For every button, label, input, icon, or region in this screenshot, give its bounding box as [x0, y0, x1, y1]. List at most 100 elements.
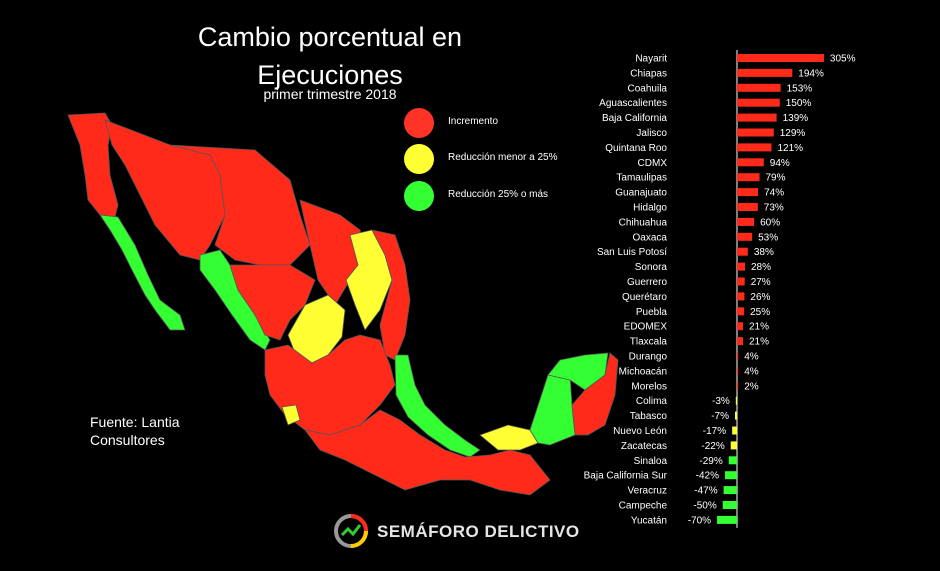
value-label: 305% — [830, 54, 856, 65]
value-label: 153% — [787, 83, 813, 94]
bar-28 — [725, 471, 737, 480]
bar-8 — [737, 173, 760, 182]
map-region-sinaloa — [199, 249, 271, 351]
value-label: -22% — [701, 441, 724, 452]
bar-11 — [737, 217, 755, 226]
traffic-light-logo-icon — [334, 514, 368, 548]
value-label: 150% — [786, 98, 812, 109]
value-label: 74% — [764, 188, 784, 199]
source-line-2: Consultores — [90, 432, 165, 448]
category-label: Tabasco — [630, 411, 668, 422]
value-label: 25% — [750, 307, 770, 318]
source-note: Fuente: Lantia Consultores — [90, 413, 220, 449]
value-label: -47% — [694, 486, 717, 497]
map-region-south — [304, 409, 551, 496]
category-label: Colima — [636, 396, 668, 407]
value-label: -3% — [712, 396, 730, 407]
map-region-yucatan — [547, 352, 609, 391]
source-line-1: Fuente: Lantia — [90, 414, 180, 430]
value-label: 38% — [754, 247, 774, 258]
bar-1 — [737, 68, 793, 77]
value-label: 53% — [758, 232, 778, 243]
map-region-veracruz — [394, 354, 481, 458]
chart-title: Cambio porcentual en Ejecuciones — [150, 18, 510, 94]
category-label: Morelos — [631, 381, 667, 392]
bar-29 — [723, 486, 737, 495]
bar-7 — [737, 158, 764, 167]
legend-item-large-reduction: Reducción 25% o más — [404, 181, 624, 211]
title-line-1: Cambio porcentual en — [197, 22, 463, 52]
legend-item-increase: Incremento — [404, 108, 624, 138]
value-label: 121% — [777, 143, 803, 154]
value-label: -7% — [711, 411, 729, 422]
category-label: EDOMEX — [624, 322, 668, 333]
bar-4 — [737, 113, 777, 122]
chart-subtitle: primer trimestre 2018 — [263, 86, 397, 102]
value-label: 194% — [798, 68, 824, 79]
category-label: Guanajuato — [615, 188, 667, 199]
bar-23 — [735, 396, 737, 405]
legend-item-small-reduction: Reducción menor a 25% — [404, 144, 624, 174]
bar-5 — [737, 128, 774, 137]
value-label: 60% — [760, 217, 780, 228]
category-label: Campeche — [619, 501, 668, 512]
title-line-2: Ejecuciones — [257, 60, 403, 90]
value-label: 129% — [780, 128, 806, 139]
bar-22 — [737, 381, 739, 390]
legend-dot-green — [404, 181, 434, 211]
value-label: 139% — [783, 113, 809, 124]
brand-name: SEMÁFORO DELICTIVO — [377, 522, 580, 541]
bar-27 — [728, 456, 737, 465]
category-label: CDMX — [638, 158, 668, 169]
legend-dot-yellow — [404, 144, 434, 174]
legend-dot-red — [404, 108, 434, 138]
legend-label: Incremento — [448, 116, 499, 127]
category-label: Chiapas — [630, 68, 667, 79]
category-label: Veracruz — [628, 486, 667, 497]
category-label: Baja California Sur — [584, 471, 668, 482]
category-label: Guerrero — [627, 277, 667, 288]
bar-9 — [737, 188, 759, 197]
value-label: 4% — [744, 366, 759, 377]
value-label: 2% — [744, 381, 759, 392]
bar-30 — [722, 501, 737, 509]
value-label: -42% — [696, 471, 719, 482]
bar-14 — [737, 262, 745, 271]
value-label: 79% — [766, 173, 786, 184]
bar-13 — [737, 247, 748, 256]
value-label: 27% — [751, 277, 771, 288]
value-label: 26% — [750, 292, 770, 303]
brand-logo: SEMÁFORO DELICTIVO — [333, 513, 579, 549]
category-label: Puebla — [636, 307, 668, 318]
bar-20 — [737, 352, 739, 360]
category-label: Nuevo León — [613, 426, 667, 437]
bar-16 — [737, 292, 745, 301]
category-label: Coahuila — [628, 83, 668, 94]
map-region-colima — [281, 404, 301, 426]
bar-31 — [717, 515, 737, 524]
mexico-map — [67, 112, 619, 496]
category-label: Zacatecas — [621, 441, 667, 452]
value-label: -29% — [699, 456, 722, 467]
value-label: 21% — [749, 322, 769, 333]
category-label: Hidalgo — [633, 203, 667, 214]
category-label: Durango — [629, 352, 668, 363]
category-label: Yucatán — [631, 515, 667, 526]
category-label: San Luis Potosí — [597, 247, 667, 258]
category-label: Chihuahua — [619, 217, 668, 228]
category-label: Aguascalientes — [599, 98, 667, 109]
legend-label: Reducción menor a 25% — [448, 152, 558, 163]
bar-10 — [737, 203, 758, 211]
category-label: Oaxaca — [633, 232, 668, 243]
bar-17 — [737, 307, 745, 316]
bar-0 — [737, 54, 824, 62]
category-label: Baja California — [602, 113, 667, 124]
category-label: Sinaloa — [634, 456, 668, 467]
bar-26 — [730, 441, 737, 450]
bar-6 — [737, 143, 772, 152]
category-label: Tamaulipas — [616, 173, 667, 184]
bar-2 — [737, 83, 781, 92]
legend-label: Reducción 25% o más — [448, 189, 549, 200]
value-label: 21% — [749, 337, 769, 348]
